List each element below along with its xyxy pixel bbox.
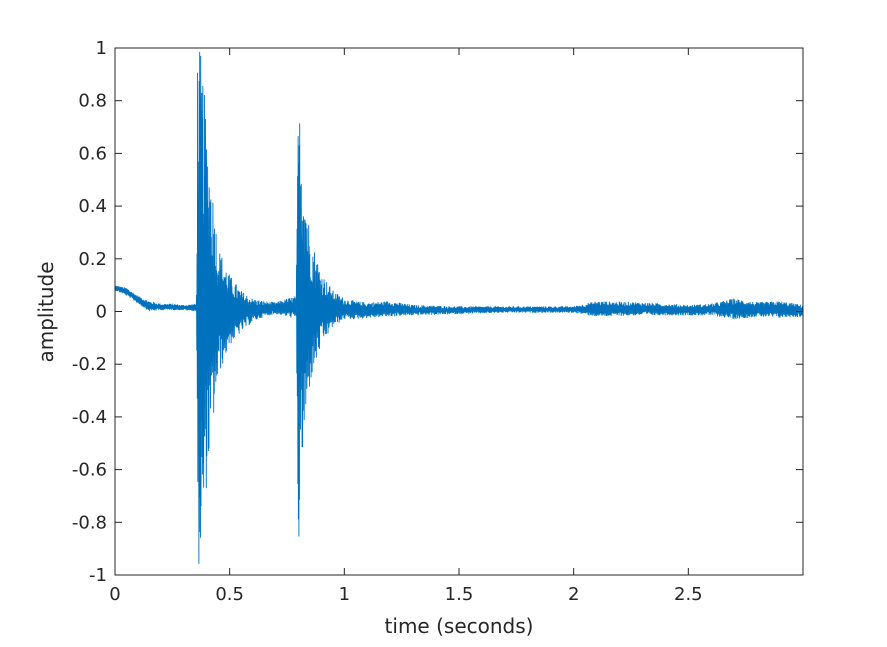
plot-area [115,51,803,564]
y-tick-label: 1 [96,38,107,59]
y-tick-label: -0.4 [72,407,107,428]
signal-line-0 [115,51,803,564]
y-axis-label: amplitude [34,261,58,362]
x-axis-label: time (seconds) [385,614,534,638]
y-tick-label: 0.4 [78,196,107,217]
y-tick-label: 0.2 [78,249,107,270]
x-tick-label: 2.5 [674,584,703,605]
y-tick-label: 0.8 [78,91,107,112]
y-tick-label: -0.2 [72,354,107,375]
y-tick-label: 0 [96,302,107,323]
y-tick-label: 0.6 [78,143,107,164]
y-tick-label: -1 [89,565,107,586]
x-tick-label: 0 [109,584,120,605]
x-tick-label: 2 [568,584,579,605]
axes: 0 0.5 1 1.5 2 2.5 -1 -0.8 -0.6 -0.4 -0.2 0 0.2 0.4 0.6… [72,38,804,605]
x-tick-label: 1.5 [445,584,474,605]
y-tick-label: -0.8 [72,512,107,533]
x-tick-label: 1 [339,584,350,605]
x-tick-label: 0.5 [215,584,244,605]
y-tick-label: -0.6 [72,460,107,481]
